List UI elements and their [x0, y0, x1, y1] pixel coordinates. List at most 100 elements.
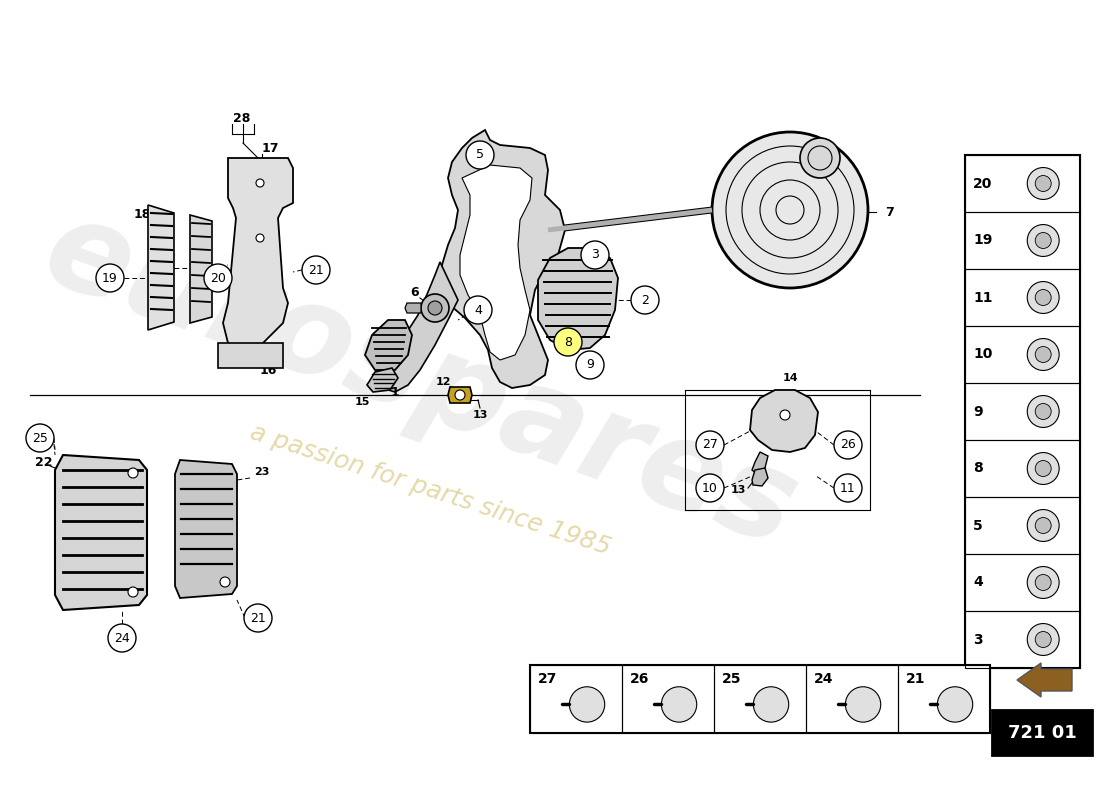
Circle shape — [576, 351, 604, 379]
Text: 21: 21 — [308, 263, 323, 277]
Text: 5: 5 — [974, 518, 982, 533]
Bar — [965, 155, 1080, 212]
Text: 5: 5 — [476, 149, 484, 162]
Circle shape — [696, 474, 724, 502]
Text: 4: 4 — [474, 303, 482, 317]
Circle shape — [455, 390, 465, 400]
Polygon shape — [752, 468, 768, 486]
Bar — [621, 665, 714, 733]
Text: 11: 11 — [974, 290, 992, 305]
Circle shape — [466, 141, 494, 169]
Text: 28: 28 — [233, 111, 251, 125]
FancyArrow shape — [1018, 663, 1072, 697]
Text: 26: 26 — [840, 438, 856, 451]
Polygon shape — [223, 158, 293, 353]
Text: 9: 9 — [586, 358, 594, 371]
Bar — [965, 326, 1080, 383]
Bar — [965, 440, 1080, 497]
Circle shape — [128, 587, 138, 597]
Circle shape — [846, 686, 881, 722]
Circle shape — [244, 604, 272, 632]
Circle shape — [421, 294, 449, 322]
Bar — [965, 212, 1080, 269]
Circle shape — [712, 132, 868, 288]
Circle shape — [1035, 461, 1052, 477]
Text: a passion for parts since 1985: a passion for parts since 1985 — [246, 420, 614, 560]
Text: 21: 21 — [906, 672, 925, 686]
Circle shape — [696, 431, 724, 459]
Circle shape — [1027, 510, 1059, 542]
Bar — [965, 554, 1080, 611]
Circle shape — [1027, 623, 1059, 655]
Polygon shape — [752, 452, 768, 475]
Text: 14: 14 — [782, 373, 797, 383]
Circle shape — [780, 410, 790, 420]
Text: 21: 21 — [250, 611, 266, 625]
Polygon shape — [538, 248, 618, 350]
Text: 20: 20 — [210, 271, 225, 285]
Text: 9: 9 — [974, 405, 982, 418]
Text: 13: 13 — [472, 410, 487, 420]
Circle shape — [1035, 631, 1052, 647]
Text: 24: 24 — [814, 672, 834, 686]
Polygon shape — [460, 165, 532, 360]
Text: eurospares: eurospares — [28, 188, 812, 572]
Circle shape — [834, 431, 862, 459]
Bar — [965, 383, 1080, 440]
Circle shape — [1035, 574, 1052, 590]
Text: 13: 13 — [730, 485, 746, 495]
Text: 2: 2 — [641, 294, 649, 306]
Polygon shape — [218, 343, 283, 368]
Text: 27: 27 — [702, 438, 718, 451]
Circle shape — [464, 296, 492, 324]
Bar — [898, 665, 990, 733]
Text: 11: 11 — [840, 482, 856, 494]
Bar — [965, 155, 1080, 668]
Text: 10: 10 — [974, 347, 992, 362]
Circle shape — [570, 686, 605, 722]
Text: 7: 7 — [886, 206, 894, 218]
Circle shape — [631, 286, 659, 314]
Text: 1: 1 — [390, 386, 399, 398]
Circle shape — [754, 686, 789, 722]
Text: 15: 15 — [354, 397, 370, 407]
Circle shape — [1035, 175, 1052, 191]
Text: 18: 18 — [133, 209, 151, 222]
Polygon shape — [365, 320, 412, 370]
Text: 22: 22 — [35, 455, 53, 469]
Circle shape — [302, 256, 330, 284]
Circle shape — [108, 624, 136, 652]
Text: 6: 6 — [410, 286, 419, 299]
Circle shape — [428, 301, 442, 315]
Circle shape — [1035, 403, 1052, 419]
Text: 16: 16 — [260, 363, 277, 377]
Bar — [806, 665, 898, 733]
Polygon shape — [378, 262, 458, 392]
Circle shape — [1027, 395, 1059, 427]
Circle shape — [1035, 518, 1052, 534]
Text: 25: 25 — [32, 431, 48, 445]
Polygon shape — [55, 455, 147, 610]
Circle shape — [1027, 566, 1059, 598]
Circle shape — [204, 264, 232, 292]
Circle shape — [1035, 233, 1052, 249]
Circle shape — [800, 138, 840, 178]
Text: 20: 20 — [974, 177, 992, 190]
Circle shape — [661, 686, 696, 722]
Circle shape — [1035, 346, 1052, 362]
Polygon shape — [442, 130, 565, 388]
Text: 23: 23 — [254, 467, 270, 477]
Text: 10: 10 — [702, 482, 718, 494]
Circle shape — [128, 468, 138, 478]
Text: 12: 12 — [436, 377, 451, 387]
Text: 17: 17 — [262, 142, 278, 154]
Text: 24: 24 — [114, 631, 130, 645]
Circle shape — [220, 577, 230, 587]
Polygon shape — [750, 390, 818, 452]
Circle shape — [1027, 282, 1059, 314]
Circle shape — [1035, 290, 1052, 306]
Circle shape — [937, 686, 972, 722]
Bar — [530, 665, 621, 733]
Circle shape — [26, 424, 54, 452]
Circle shape — [554, 328, 582, 356]
